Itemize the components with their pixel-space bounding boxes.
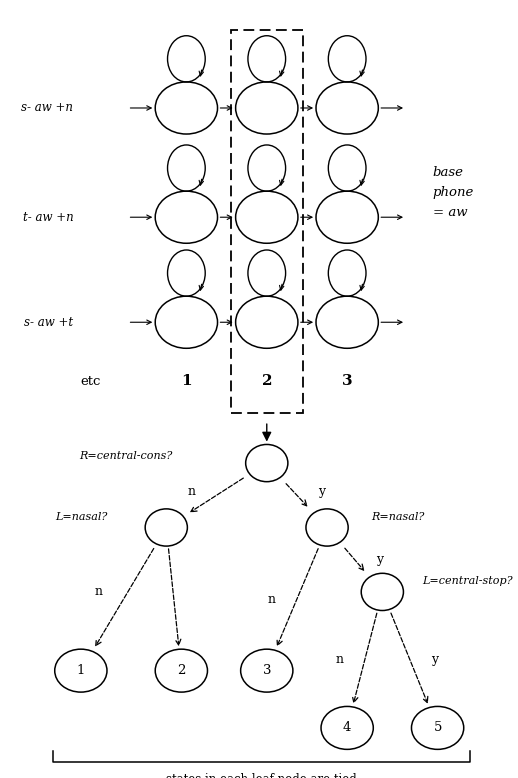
Text: R=nasal?: R=nasal?: [371, 512, 424, 522]
Text: 3: 3: [342, 374, 352, 388]
Text: etc: etc: [81, 374, 101, 387]
Text: 1: 1: [77, 664, 85, 677]
Text: n: n: [336, 654, 343, 667]
Bar: [231, 30, 303, 412]
Text: states in each leaf node are tied: states in each leaf node are tied: [166, 773, 357, 778]
Text: n: n: [268, 593, 276, 605]
Text: n: n: [188, 485, 195, 498]
Text: s- aw +t: s- aw +t: [24, 316, 74, 329]
Text: 5: 5: [434, 721, 442, 734]
Text: y: y: [376, 553, 383, 566]
Text: R=central-cons?: R=central-cons?: [79, 451, 173, 461]
Text: 3: 3: [263, 664, 271, 677]
Text: 2: 2: [177, 664, 185, 677]
Text: y: y: [319, 485, 326, 498]
Text: base
phone
= aw: base phone = aw: [433, 166, 474, 219]
Text: s- aw +n: s- aw +n: [21, 101, 74, 114]
Text: y: y: [431, 654, 439, 667]
Text: L=central-stop?: L=central-stop?: [423, 576, 513, 586]
Text: 2: 2: [262, 374, 272, 388]
Text: 1: 1: [181, 374, 192, 388]
Text: t- aw +n: t- aw +n: [23, 211, 74, 224]
Text: n: n: [94, 585, 103, 598]
Text: 4: 4: [343, 721, 351, 734]
Text: L=nasal?: L=nasal?: [55, 512, 107, 522]
